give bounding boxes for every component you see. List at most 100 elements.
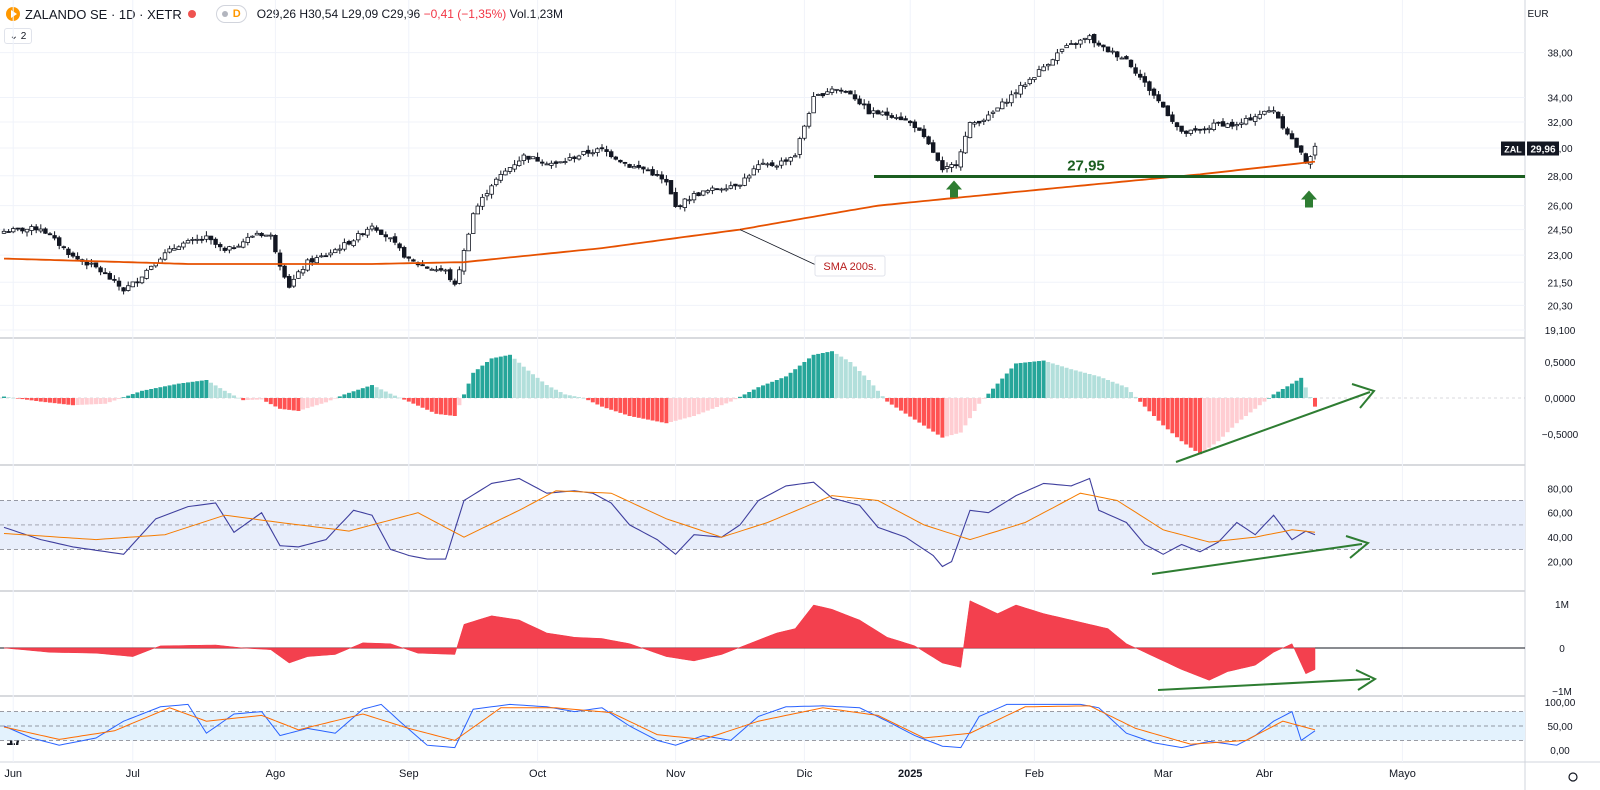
- macd-histogram-bar: [1271, 394, 1276, 398]
- macd-histogram-bar: [351, 391, 356, 398]
- candle-body: [705, 190, 710, 193]
- candle-body: [1202, 128, 1207, 131]
- macd-histogram-bar: [1073, 370, 1078, 398]
- macd-histogram-bar: [627, 398, 632, 416]
- candle-body: [227, 246, 232, 251]
- price-pane[interactable]: [1, 33, 1525, 295]
- macd-histogram-bar: [963, 398, 968, 426]
- candle-body: [926, 136, 931, 145]
- price-tick-label: 28,00: [1547, 172, 1572, 183]
- candle-body: [1151, 88, 1157, 96]
- axes: Jun Jul Ago Sep Oct Nov Dic 2025 Feb Mar Abr Mayo 38…: [4, 9, 1579, 782]
- macd-histogram-bar: [577, 397, 581, 398]
- candle-body: [1234, 124, 1239, 127]
- macd-histogram-bar: [1000, 378, 1005, 398]
- macd-pane[interactable]: [2, 351, 1317, 455]
- macd-histogram-bar: [57, 398, 62, 404]
- candle-body: [687, 199, 692, 202]
- macd-histogram-bar: [738, 396, 742, 398]
- candle-body: [121, 287, 126, 292]
- macd-histogram-bar: [342, 394, 347, 398]
- macd-histogram-bar: [1041, 360, 1046, 398]
- macd-histogram-bar: [1267, 398, 1271, 399]
- candle-body: [130, 281, 135, 288]
- candle-body: [627, 164, 632, 168]
- candle-body: [1124, 56, 1129, 60]
- macd-histogram-bar: [788, 372, 793, 398]
- candle-body: [20, 227, 25, 232]
- candle-body: [774, 165, 779, 168]
- macd-histogram-bar: [6, 397, 11, 398]
- candle-body: [636, 164, 641, 168]
- macd-histogram-bar: [485, 362, 489, 398]
- candle-body: [622, 161, 628, 164]
- indicator-bands: [0, 500, 1525, 741]
- candle-body: [714, 188, 720, 191]
- macd-histogram-bar: [784, 376, 788, 398]
- candle-body: [116, 280, 122, 287]
- candle-body: [1105, 46, 1111, 53]
- macd-tick-label: −0,5000: [1542, 430, 1579, 441]
- chart-type-badge[interactable]: D: [215, 5, 247, 23]
- macd-histogram-bar: [682, 398, 687, 419]
- candle-body: [816, 94, 821, 96]
- candle-body: [1216, 121, 1221, 124]
- macd-histogram-bar: [563, 394, 568, 398]
- candle-body: [963, 135, 968, 154]
- candle-body: [526, 155, 531, 160]
- candle-body: [613, 156, 618, 160]
- candle-body: [737, 184, 743, 187]
- price-tick-label: 26,00: [1547, 202, 1572, 213]
- macd-histogram-bar: [324, 398, 328, 403]
- macd-histogram-bar: [1064, 367, 1069, 398]
- candle-body: [1092, 34, 1097, 44]
- candle-body: [1184, 130, 1189, 134]
- macd-histogram-bar: [1175, 398, 1179, 438]
- rsi-pane[interactable]: [3, 477, 1316, 568]
- sma-callout-box: [814, 255, 886, 277]
- candle-body: [1257, 114, 1262, 119]
- macd-histogram-bar: [641, 398, 646, 419]
- candle-body: [862, 103, 867, 106]
- candle-body: [885, 111, 890, 116]
- flow-tick-label: −1M: [1552, 687, 1572, 698]
- candle-body: [70, 252, 76, 257]
- candle-body: [328, 252, 333, 256]
- candle-body: [185, 240, 191, 244]
- candle-body: [250, 235, 255, 238]
- candle-body: [383, 234, 388, 238]
- macd-histogram-bar: [402, 398, 407, 400]
- macd-histogram-bar: [1276, 391, 1281, 398]
- macd-histogram-bar: [986, 393, 991, 398]
- flow-pane[interactable]: [3, 600, 1316, 681]
- candle-body: [553, 161, 559, 164]
- stochastic-pane[interactable]: [3, 703, 1316, 749]
- candle-body: [650, 169, 655, 176]
- macd-histogram-bar: [899, 398, 903, 411]
- macd-histogram-bar: [1083, 372, 1087, 398]
- annotations: 27,95 SMA 200s.: [739, 158, 1378, 691]
- candle-body: [839, 89, 844, 92]
- macd-histogram-bar: [1009, 368, 1014, 398]
- candle-body: [493, 178, 499, 186]
- candle-body: [668, 180, 674, 195]
- candle-body: [1032, 77, 1037, 80]
- macd-histogram-bar: [291, 398, 296, 411]
- price-tick-label: 30,00: [1547, 144, 1572, 155]
- macd-trend-line: [1175, 391, 1371, 463]
- currency-label: EUR: [1527, 9, 1548, 20]
- indicators-collapse-button[interactable]: ⌄ 2: [4, 28, 32, 44]
- candle-body: [93, 262, 99, 268]
- macd-histogram-bar: [406, 398, 411, 402]
- macd-histogram-bar: [1234, 398, 1239, 424]
- rsi-tick-label: 20,00: [1547, 558, 1572, 569]
- candle-body: [972, 122, 977, 125]
- candle-body: [139, 276, 145, 284]
- candle-body: [618, 159, 623, 163]
- symbol-title[interactable]: ZALANDO SE · 1D · XETR: [25, 6, 182, 22]
- macd-histogram-bar: [650, 398, 655, 421]
- last-price-label: 29,96: [1530, 145, 1555, 156]
- macd-histogram-bar: [604, 398, 609, 409]
- market-status-icon[interactable]: [187, 10, 196, 18]
